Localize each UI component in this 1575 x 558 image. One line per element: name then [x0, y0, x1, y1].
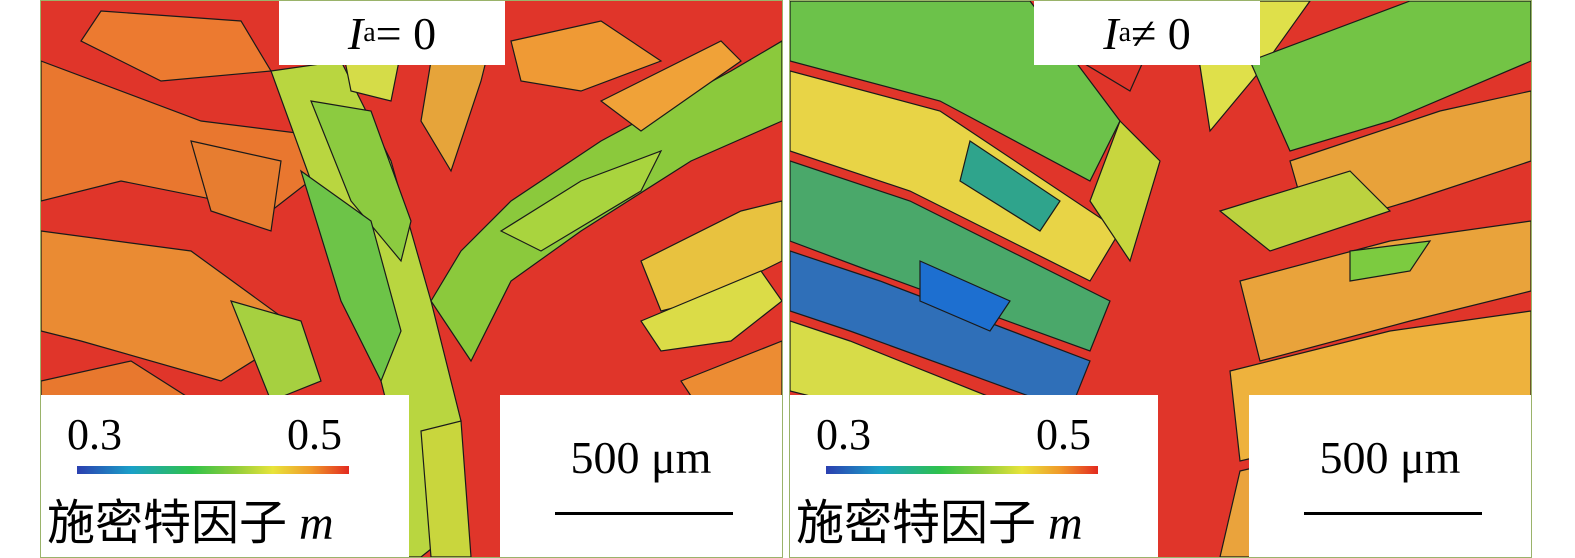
title-variable: I: [347, 7, 364, 59]
title-variable: I: [1103, 7, 1119, 59]
colorbar-legend: 0.3 0.5 施密特因子 m: [41, 395, 409, 557]
scale-bar-box: 500 μm: [500, 395, 782, 557]
colorbar-caption: 施密特因子 m: [47, 483, 334, 553]
colorbar-gradient: [826, 466, 1098, 474]
colorbar-min-label: 0.3: [67, 410, 122, 459]
colorbar-caption-text: 施密特因子: [47, 497, 288, 550]
scale-bar-label: 500 μm: [570, 432, 712, 483]
schmid-factor-map-image: [41, 1, 782, 557]
title-relation: = 0: [375, 7, 437, 59]
scale-bar-line: [1304, 512, 1482, 515]
colorbar-caption-text: 施密特因子: [796, 497, 1037, 550]
colorbar-gradient: [77, 466, 349, 474]
colorbar-max-label: 0.5: [287, 410, 342, 459]
title-relation: ≠ 0: [1131, 7, 1191, 59]
colorbar-legend: 0.3 0.5 施密特因子 m: [790, 395, 1158, 557]
colorbar-caption-symbol: m: [1048, 497, 1083, 550]
colorbar-max-label: 0.5: [1036, 410, 1091, 459]
scale-bar-line: [555, 512, 733, 515]
scale-bar-box: 500 μm: [1249, 395, 1531, 557]
colorbar-min-label: 0.3: [816, 410, 871, 459]
scale-bar-label: 500 μm: [1319, 432, 1461, 483]
title-subscript: a: [1118, 17, 1131, 48]
title-subscript: a: [363, 17, 376, 48]
colorbar-caption: 施密特因子 m: [796, 483, 1083, 553]
colorbar-caption-symbol: m: [299, 497, 334, 550]
